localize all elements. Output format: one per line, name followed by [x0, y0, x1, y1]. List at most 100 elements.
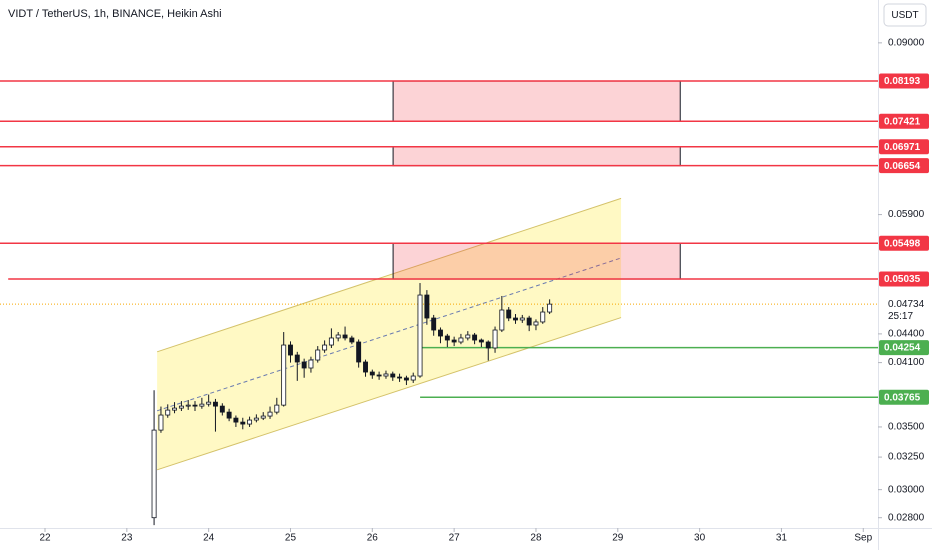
level-label-box — [879, 235, 929, 251]
level-label: 0.08193 — [884, 76, 921, 87]
candle-body — [288, 344, 293, 356]
candle-body — [172, 407, 177, 411]
candle-body — [199, 403, 205, 407]
channel-upper — [156, 197, 622, 353]
candle-body — [499, 309, 505, 331]
x-tick-label: Sep — [854, 533, 872, 544]
y-tick-label: 0.02800 — [888, 512, 925, 523]
x-tick-label: 24 — [203, 533, 215, 544]
candle-body — [151, 429, 157, 519]
last-price-label: 0.04734 — [888, 299, 925, 310]
level-label: 0.06654 — [884, 161, 921, 172]
candle-body — [315, 349, 321, 361]
candle-body — [212, 401, 218, 407]
candle-body — [363, 361, 368, 373]
x-tick-label: 27 — [449, 533, 461, 544]
candle-body — [376, 374, 382, 377]
candle-body — [424, 294, 430, 319]
supply-zone — [392, 242, 681, 280]
candle-body — [342, 334, 348, 339]
drawings — [0, 80, 878, 471]
candle-body — [240, 421, 246, 425]
candle-body — [533, 321, 539, 326]
candle-body — [301, 361, 307, 369]
y-tick-label: 0.04100 — [888, 357, 925, 368]
candle-body — [178, 405, 184, 409]
candle-body — [226, 411, 232, 419]
candle-body — [158, 414, 164, 431]
candle-body — [267, 411, 273, 417]
candle-body — [369, 371, 375, 376]
candle-body — [438, 329, 443, 337]
candle-body — [492, 329, 498, 349]
level-label-box — [879, 389, 929, 405]
channel-lower — [156, 317, 622, 471]
candle-body — [478, 339, 484, 343]
candle-body — [410, 375, 416, 381]
x-tick-label: 28 — [530, 533, 542, 544]
candles — [151, 283, 553, 526]
candle-body — [526, 317, 532, 326]
candle-body — [185, 404, 191, 407]
candle-body — [253, 417, 259, 421]
channel-middle — [156, 257, 622, 412]
y-tick-label: 0.03000 — [888, 484, 925, 495]
level-label: 0.07421 — [884, 116, 921, 127]
candle-body — [397, 376, 403, 379]
candle-body — [485, 341, 491, 349]
candle-body — [328, 337, 334, 346]
candle-body — [458, 337, 464, 343]
level-label: 0.03765 — [884, 392, 921, 403]
candle-body — [519, 317, 525, 321]
candle-body — [335, 334, 341, 339]
candle-body — [260, 415, 266, 419]
supply-zone — [392, 80, 681, 122]
candle-body — [451, 339, 457, 343]
level-label: 0.05035 — [884, 274, 921, 285]
candle-body — [403, 377, 409, 381]
candle-body — [206, 401, 212, 405]
candle-body — [349, 337, 355, 343]
candle-body — [274, 404, 280, 413]
level-label-box — [879, 113, 929, 129]
level-label-box — [879, 158, 929, 174]
x-tick-label: 30 — [694, 533, 706, 544]
candle-body — [233, 417, 239, 423]
candle-body — [417, 294, 423, 377]
candle-body — [390, 373, 396, 378]
candle-body — [383, 373, 389, 377]
x-tick-label: 22 — [39, 533, 51, 544]
candle-body — [444, 335, 450, 341]
candle-body — [465, 334, 471, 339]
level-label: 0.06971 — [884, 142, 921, 153]
x-tick-label: 23 — [121, 533, 133, 544]
candle-body — [219, 405, 225, 413]
axes: 0.09000 0.05900 0.04400 0.04100 0.03500 0.032… — [39, 37, 929, 544]
candle-body — [192, 404, 198, 407]
candle-body — [322, 344, 328, 351]
x-tick-label: 25 — [285, 533, 297, 544]
candle-body — [472, 334, 478, 341]
candle-body — [247, 419, 253, 425]
level-label-box — [879, 271, 929, 287]
channel-fill — [157, 198, 622, 470]
candle-body — [165, 409, 171, 416]
x-tick-label: 31 — [776, 533, 788, 544]
candle-body — [513, 317, 518, 321]
candle-body — [356, 341, 362, 363]
currency-box[interactable] — [883, 3, 927, 27]
currency[interactable]: USDT — [891, 10, 918, 21]
y-tick-label: 0.09000 — [888, 37, 925, 48]
level-label-box — [879, 73, 929, 89]
candle-body — [540, 311, 546, 323]
candle-body — [431, 317, 437, 331]
level-label: 0.05498 — [884, 238, 921, 249]
candle-body — [308, 359, 314, 369]
chart-title: VIDT / TetherUS, 1h, BINANCE, Heikin Ash… — [8, 8, 222, 20]
level-label: 0.04254 — [884, 343, 921, 354]
candle-body — [281, 344, 287, 406]
level-label-box — [879, 340, 929, 356]
y-tick-label: 0.05900 — [888, 209, 925, 220]
y-tick-label: 0.03250 — [888, 452, 925, 463]
